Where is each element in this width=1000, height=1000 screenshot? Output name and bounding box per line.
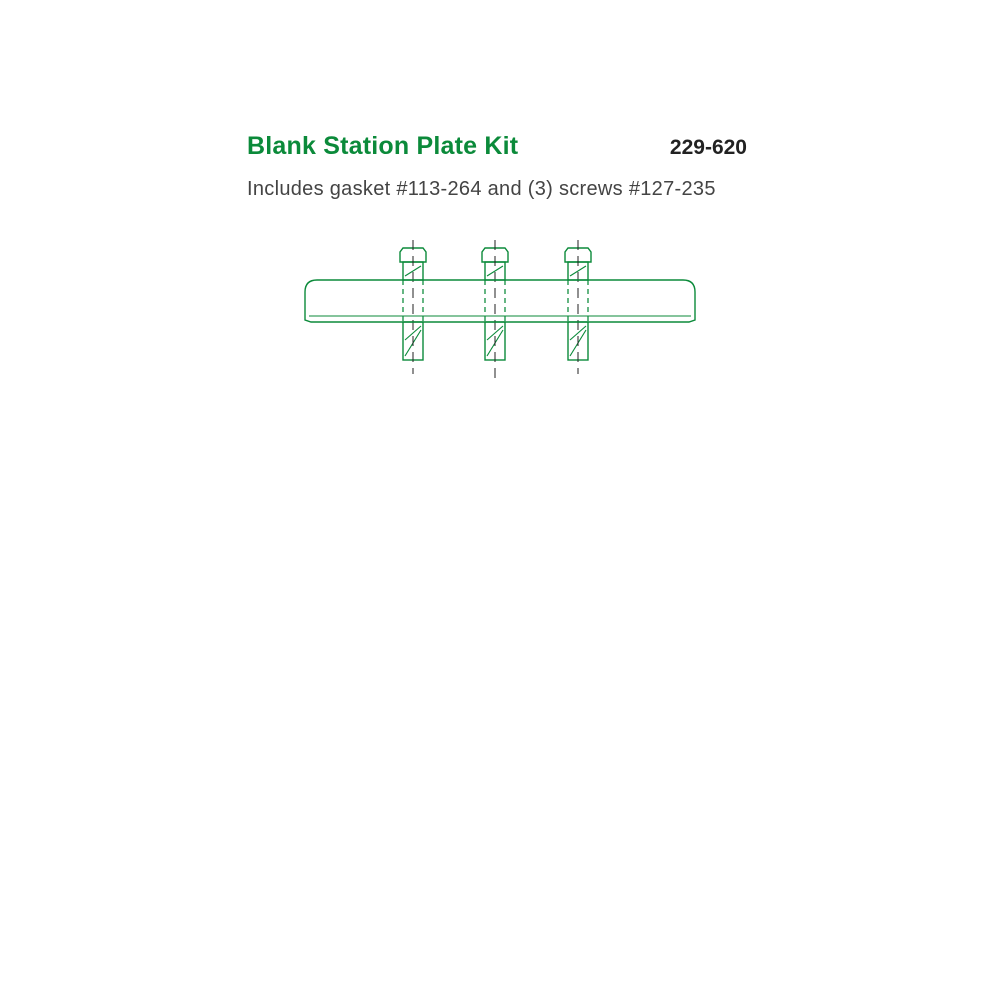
page: Blank Station Plate Kit 229-620 Includes…: [0, 0, 1000, 1000]
part-number: 229-620: [670, 136, 747, 160]
plate-diagram: [280, 230, 720, 400]
product-subtitle: Includes gasket #113-264 and (3) screws …: [247, 178, 716, 201]
product-title: Blank Station Plate Kit: [247, 132, 518, 161]
header-row: Blank Station Plate Kit 229-620: [247, 132, 747, 161]
